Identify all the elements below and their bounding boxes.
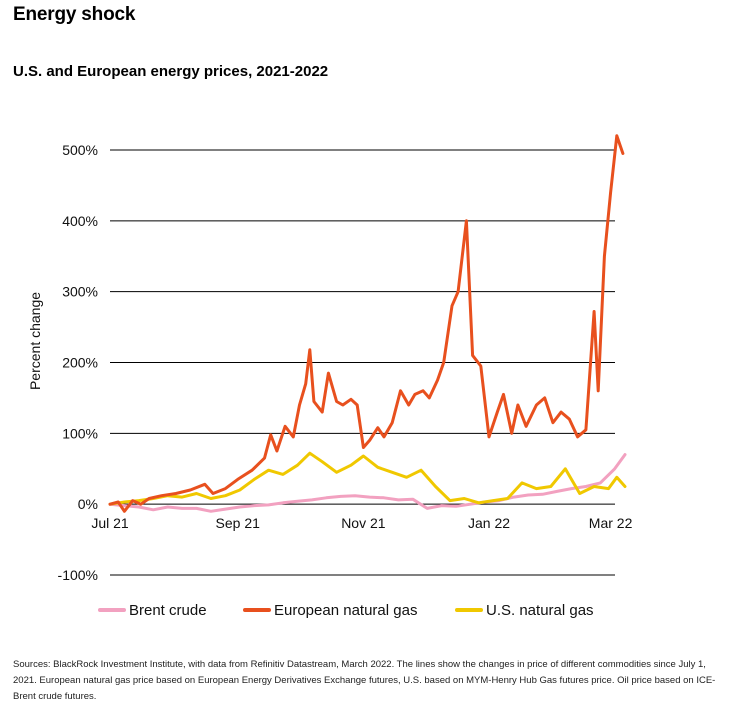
x-axis-tick-labels: Jul 21 Sep 21 Nov 21 Jan 22 Mar 22: [91, 515, 632, 531]
x-tick-label: Sep 21: [216, 515, 261, 531]
series-lines: [108, 134, 627, 513]
y-tick-label: 300%: [62, 284, 98, 300]
y-tick-label: 500%: [62, 142, 98, 158]
series-line-european-natural-gas: [108, 134, 625, 513]
line-chart: 500% 400% 300% 200% 100% 0% -100% Jul 21 Sep 21…: [27, 134, 633, 619]
chart-subtitle: U.S. and European energy prices, 2021-20…: [13, 63, 329, 80]
legend-label: U.S. natural gas: [486, 602, 594, 619]
x-tick-label: Mar 22: [589, 515, 633, 531]
legend-label: European natural gas: [274, 602, 417, 619]
y-tick-label: 400%: [62, 213, 98, 229]
y-tick-label: 200%: [62, 355, 98, 371]
series-line-brent-crude: [108, 453, 627, 513]
y-tick-label: -100%: [58, 567, 98, 583]
legend-label: Brent crude: [129, 602, 207, 619]
legend: Brent crude European natural gas U.S. natu…: [98, 602, 594, 619]
y-tick-label: 100%: [62, 425, 98, 441]
y-axis-title: Percent change: [27, 292, 43, 390]
x-tick-label: Nov 21: [341, 515, 386, 531]
series-line-u-s-natural-gas: [108, 451, 627, 506]
x-tick-label: Jul 21: [91, 515, 129, 531]
sources-footnote: Sources: BlackRock Investment Institute,…: [13, 659, 716, 702]
page-title: Energy shock: [13, 4, 136, 25]
y-axis-tick-labels: 500% 400% 300% 200% 100% 0% -100%: [58, 142, 98, 583]
grid-lines: [110, 149, 615, 576]
x-tick-label: Jan 22: [468, 515, 510, 531]
y-tick-label: 0%: [78, 496, 98, 512]
